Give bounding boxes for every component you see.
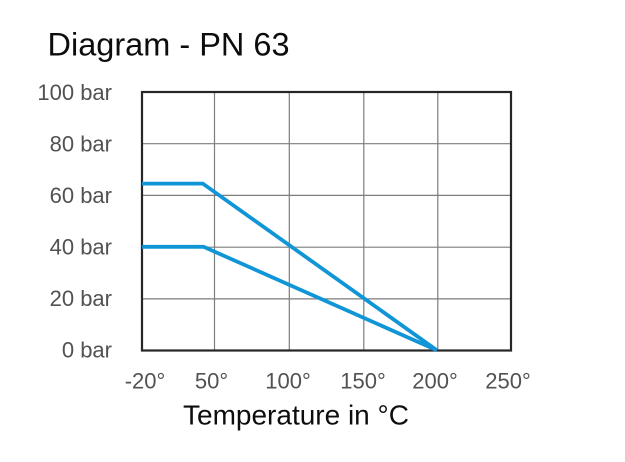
svg-text:100°: 100° — [265, 369, 311, 394]
svg-text:150°: 150° — [340, 369, 386, 394]
svg-text:60 bar: 60 bar — [50, 183, 112, 208]
svg-text:20 bar: 20 bar — [50, 286, 112, 311]
svg-text:200°: 200° — [412, 369, 458, 394]
svg-text:0 bar: 0 bar — [62, 337, 112, 362]
svg-text:50°: 50° — [195, 369, 228, 394]
svg-text:100 bar: 100 bar — [37, 80, 112, 105]
svg-text:Temperature in °C: Temperature in °C — [183, 400, 409, 431]
svg-text:40 bar: 40 bar — [50, 235, 112, 260]
svg-text:Diagram - PN 63: Diagram - PN 63 — [48, 27, 290, 63]
svg-text:80 bar: 80 bar — [50, 131, 112, 156]
svg-text:-20°: -20° — [125, 369, 166, 394]
svg-text:250°: 250° — [485, 369, 531, 394]
